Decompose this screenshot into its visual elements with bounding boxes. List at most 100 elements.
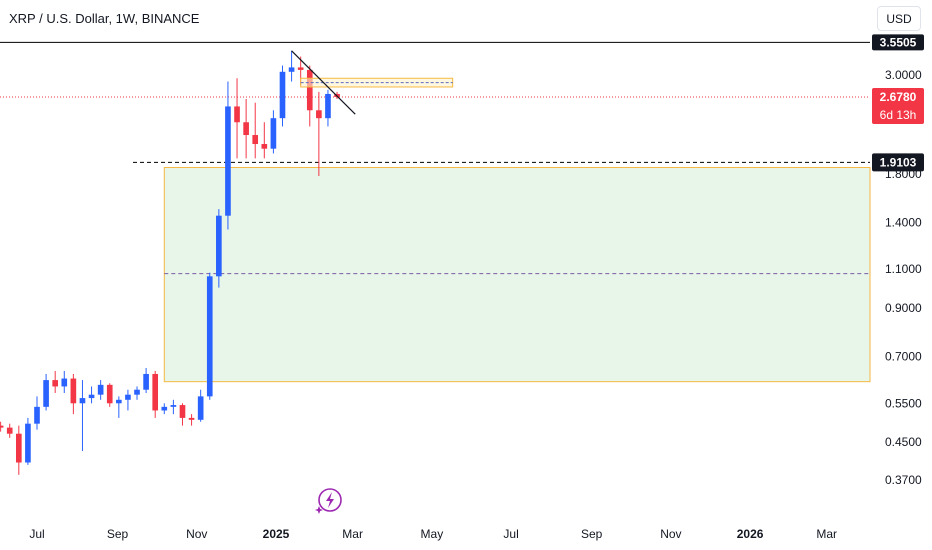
candle[interactable]: [270, 110, 277, 154]
x-tick-label: 2026: [737, 527, 764, 541]
candle-body: [0, 425, 4, 428]
sparkle-lightning-icon[interactable]: [313, 487, 343, 517]
candle-body: [88, 394, 95, 399]
candle[interactable]: [134, 386, 140, 400]
candle[interactable]: [216, 209, 222, 288]
candle[interactable]: [316, 91, 322, 177]
candle[interactable]: [70, 373, 77, 415]
candle-body: [288, 67, 295, 72]
candle[interactable]: [152, 370, 159, 418]
currency-button[interactable]: USD: [877, 6, 921, 31]
candle[interactable]: [88, 386, 95, 404]
y-tick-label: 1.4000: [885, 215, 922, 229]
candle[interactable]: [234, 78, 240, 159]
candle[interactable]: [61, 370, 68, 394]
candle-body: [106, 384, 113, 404]
candle-body: [15, 433, 22, 463]
candle[interactable]: [161, 403, 168, 415]
y-tick-label: 3.0000: [885, 68, 922, 82]
candle-body: [25, 423, 31, 463]
candle[interactable]: [325, 89, 331, 127]
candle-body: [306, 69, 313, 111]
candle-body: [161, 406, 168, 411]
candle-body: [216, 215, 222, 277]
candle[interactable]: [25, 417, 31, 465]
candle-body: [234, 106, 240, 123]
x-tick-label: May: [421, 527, 444, 541]
top-level-label[interactable]: 3.5505: [872, 34, 924, 51]
candle[interactable]: [79, 380, 86, 451]
candle-body: [179, 405, 186, 418]
candle-body: [270, 118, 277, 149]
support-level-label-text: 1.9103: [880, 156, 917, 170]
x-tick-label: Nov: [186, 527, 207, 541]
support-level-label[interactable]: 1.9103: [872, 153, 924, 172]
candle[interactable]: [197, 389, 204, 422]
x-tick-label: Sep: [107, 527, 129, 541]
candle-body: [97, 384, 104, 395]
candle[interactable]: [288, 50, 295, 82]
candle[interactable]: [206, 272, 213, 400]
trendline[interactable]: [291, 50, 356, 115]
x-tick-label: Jul: [503, 527, 518, 541]
candle[interactable]: [34, 396, 40, 430]
candle[interactable]: [106, 383, 113, 407]
x-tick-label: 2025: [263, 527, 290, 541]
candle[interactable]: [279, 65, 286, 127]
candle-body: [279, 71, 286, 119]
candle[interactable]: [252, 102, 259, 159]
candle[interactable]: [15, 425, 22, 475]
candle-body: [116, 399, 122, 404]
candle-body: [261, 144, 268, 149]
candle-body: [134, 389, 140, 395]
support-level-label-bg: [872, 153, 924, 172]
candle[interactable]: [225, 81, 231, 230]
current-price-label-bg: [872, 87, 924, 124]
candle-body: [143, 373, 149, 390]
y-tick-label: 0.4500: [885, 435, 922, 449]
y-tick-label: 0.3700: [885, 473, 922, 487]
candle-body: [52, 380, 59, 387]
candle-body: [252, 135, 259, 145]
x-tick-label: Mar: [816, 527, 837, 541]
candle[interactable]: [52, 370, 59, 394]
candle[interactable]: [6, 423, 13, 438]
x-tick-label: Jul: [29, 527, 44, 541]
candle-body: [197, 396, 204, 420]
candle[interactable]: [43, 373, 49, 411]
candle[interactable]: [243, 99, 249, 159]
current-price-label-text: 6d 13h: [880, 108, 917, 122]
candle-body: [188, 417, 195, 420]
candle[interactable]: [116, 396, 122, 418]
y-tick-label: 0.7000: [885, 350, 922, 364]
x-tick-label: Nov: [660, 527, 681, 541]
candle[interactable]: [143, 368, 149, 394]
candle[interactable]: [188, 414, 195, 426]
candle-body: [70, 378, 77, 404]
candle-body: [43, 380, 49, 407]
y-tick-label: 0.9000: [885, 301, 922, 315]
candle[interactable]: [0, 421, 4, 432]
current-price-label[interactable]: 2.6780 6d 13h: [872, 87, 924, 124]
top-level-label-bg: [872, 34, 924, 51]
candle-body: [316, 110, 322, 119]
x-tick-label: Mar: [342, 527, 363, 541]
candle-body: [325, 93, 331, 119]
candle-body: [170, 405, 177, 407]
candle-body: [225, 106, 231, 216]
y-tick-label: 1.1000: [885, 262, 922, 276]
top-level-label-text: 3.5505: [880, 36, 917, 50]
candle-body: [206, 276, 213, 397]
candle[interactable]: [170, 399, 177, 415]
candle[interactable]: [97, 380, 104, 400]
demand-zone[interactable]: [163, 167, 871, 383]
y-axis: 3.00001.80001.40001.10000.90000.70000.55…: [885, 68, 922, 487]
candle-body: [6, 427, 13, 434]
candle-body: [34, 406, 40, 424]
candle[interactable]: [306, 65, 313, 127]
candle[interactable]: [125, 389, 131, 411]
candle[interactable]: [261, 122, 268, 159]
symbol-title: XRP / U.S. Dollar, 1W, BINANCE: [9, 11, 200, 26]
candle[interactable]: [179, 403, 186, 426]
